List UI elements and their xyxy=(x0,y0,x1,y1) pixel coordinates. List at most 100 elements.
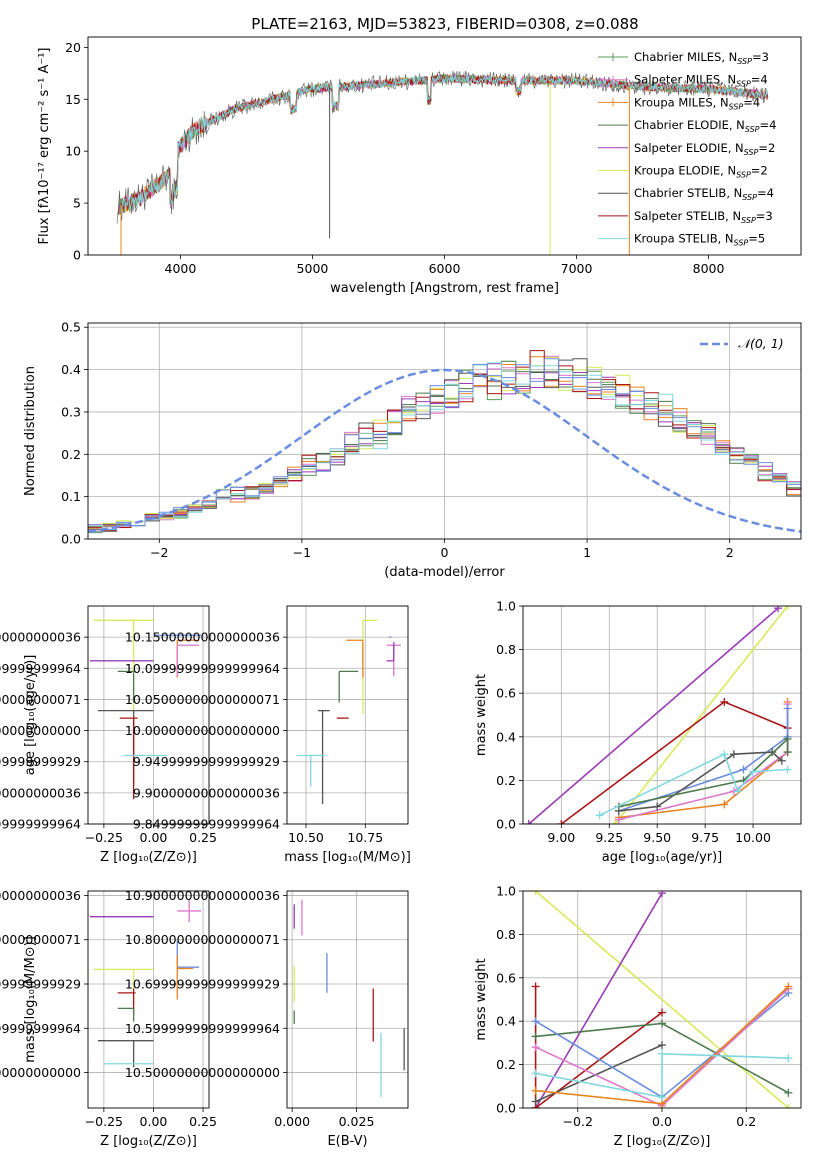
x-axis-label: Z [log₁₀(Z/Z⊙)] xyxy=(100,850,197,865)
legend-label-eq: =4 xyxy=(751,73,768,87)
panel-mass_vs_Z: −0.25 0.00 0.25 10.50000000000000000 10.5999… xyxy=(0,888,217,1149)
figure-title: PLATE=2163, MJD=53823, FIBERID=0308, z=0… xyxy=(251,15,638,33)
legend-label-sub: SSP xyxy=(729,102,744,111)
legend-label-eq: =4 xyxy=(743,95,760,109)
y-tick-label: 10.90000000000000036 xyxy=(125,888,280,903)
axes-frame xyxy=(522,890,802,1109)
legend-label-text: Salpeter MILES, N xyxy=(634,73,736,87)
y-tick-label: 15 xyxy=(65,92,81,107)
legend-label-text: Chabrier MILES, N xyxy=(634,50,737,64)
x-tick-label: 9.50 xyxy=(643,830,671,845)
legend-label-sub: SSP xyxy=(736,171,751,180)
panel-residuals: −2 −1 0 1 2 0.0 0.1 0.2 0.3 0.4 0.5 (data-model)/er… xyxy=(23,320,802,580)
panel-age_vs_Z: −0.25 0.00 0.25 9.84999999999999964 9.900000… xyxy=(0,605,217,865)
plot-area xyxy=(89,619,202,800)
legend-label: Kroupa ELODIE, NSSP=2 xyxy=(634,164,768,180)
x-tick-label: 5000 xyxy=(297,261,329,276)
y-tick-label: 10.69999999999999929 xyxy=(125,977,280,992)
legend-label: Salpeter MILES, NSSP=4 xyxy=(634,73,768,89)
legend-label: Chabrier STELIB, NSSP=4 xyxy=(634,186,774,202)
y-tick-label: 9.84999999999999964 xyxy=(0,817,81,832)
legend-label-text: Kroupa STELIB, N xyxy=(634,232,734,246)
plot-area xyxy=(293,899,405,1097)
x-tick-label: 10.00 xyxy=(735,830,771,845)
x-tick-label: 0.025 xyxy=(339,1114,375,1129)
plot-area xyxy=(524,606,792,824)
x-axis-label: mass [log₁₀(M/M⊙)] xyxy=(284,850,411,865)
y-tick-label: 0.2 xyxy=(496,1057,516,1072)
legend-label-eq: =5 xyxy=(748,232,765,246)
y-tick-label: 1.0 xyxy=(496,599,516,614)
legend-label-eq: =3 xyxy=(756,209,773,223)
axes-frame xyxy=(286,890,409,1109)
legend-label-sub: SSP xyxy=(737,57,752,66)
x-tick-label: 0.000 xyxy=(274,1114,310,1129)
x-tick-label: −0.25 xyxy=(85,830,123,845)
weight-line xyxy=(534,986,663,1108)
y-tick-label: 10.09999999999999964 xyxy=(0,661,81,676)
x-tick-label: 0.00 xyxy=(140,830,168,845)
y-tick-label: 9.90000000000000036 xyxy=(0,785,81,800)
y-tick-label: 9.94999999999999929 xyxy=(133,754,280,769)
legend-label-eq: =4 xyxy=(760,118,777,132)
x-tick-label: 9.25 xyxy=(595,830,623,845)
x-axis-label: age [log₁₀(age/yr)] xyxy=(602,850,723,865)
y-tick-label: 0 xyxy=(73,248,81,263)
legend-label-text: Kroupa ELODIE, N xyxy=(634,164,736,178)
legend-label-sub: SSP xyxy=(741,216,756,225)
legend-label-sub: SSP xyxy=(745,125,760,134)
x-tick-label: 9.75 xyxy=(691,830,719,845)
y-tick-label: 0.0 xyxy=(496,817,516,832)
legend-label-sub: SSP xyxy=(742,193,757,202)
weight-line xyxy=(614,606,789,824)
x-tick-label: −2 xyxy=(150,545,168,560)
y-tick-label: 10.15000000000000036 xyxy=(0,630,81,645)
legend-label: Salpeter STELIB, NSSP=3 xyxy=(634,209,773,225)
y-tick-label: 10.05000000000000071 xyxy=(125,692,280,707)
legend-label-eq: =4 xyxy=(757,186,774,200)
y-tick-label: 9.94999999999999929 xyxy=(0,754,81,769)
x-tick-label: 0 xyxy=(441,545,449,560)
weight-line xyxy=(528,607,779,824)
legend-label-text: Chabrier ELODIE, N xyxy=(634,118,745,132)
y-tick-label: 10.59999999999999964 xyxy=(0,1021,81,1036)
normal-curve xyxy=(88,368,801,533)
x-tick-label: 0.2 xyxy=(736,1114,756,1129)
y-tick-label: 20 xyxy=(65,40,81,55)
y-tick-label: 10 xyxy=(65,144,81,159)
x-tick-label: 0.0 xyxy=(652,1114,672,1129)
y-tick-label: 10.90000000000000036 xyxy=(0,888,81,903)
hist-line-kr-miles xyxy=(88,356,801,530)
y-tick-label: 0.8 xyxy=(496,642,516,657)
axes-frame xyxy=(522,605,802,825)
y-tick-label: 0.0 xyxy=(61,532,81,547)
y-tick-label: 0.8 xyxy=(496,927,516,942)
plot-area xyxy=(88,350,801,534)
x-tick-label: 10.75 xyxy=(347,830,383,845)
legend-label-sub: SSP xyxy=(734,239,749,248)
y-tick-label: 10.80000000000000071 xyxy=(125,932,280,947)
legend-label-eq: =2 xyxy=(758,141,775,155)
y-tick-label: 10.09999999999999964 xyxy=(125,661,280,676)
y-axis-label: age [log₁₀(age/yr)] xyxy=(23,655,38,776)
panel-massweight_vs_Z: −0.2 0.0 0.2 0.0 0.2 0.4 0.6 0.8 1.0 Z [log₁₀(Z/Z… xyxy=(474,884,802,1149)
x-tick-label: −1 xyxy=(293,545,311,560)
legend-label: Chabrier MILES, NSSP=3 xyxy=(634,50,769,66)
weight-line xyxy=(535,891,789,1108)
x-tick-label: 4000 xyxy=(165,261,197,276)
y-axis-label: Normed distribution xyxy=(23,366,38,496)
panel-mass_vs_ebv: 0.000 0.025 10.50000000000000000 10.5999999… xyxy=(125,888,409,1149)
legend-label-text: Chabrier STELIB, N xyxy=(634,186,742,200)
hist-line-extra-blue xyxy=(88,358,801,533)
axes-frame xyxy=(286,605,409,825)
y-tick-label: 0.1 xyxy=(61,489,81,504)
x-axis-label: Z [log₁₀(Z/Z⊙)] xyxy=(614,1134,711,1149)
plot-area xyxy=(296,619,401,805)
y-axis-label: mass [log₁₀(M/M⊙)] xyxy=(23,936,38,1063)
panel-spectrum: 4000 5000 6000 7000 8000 0 5 10 15 20 wavelength [… xyxy=(37,36,802,296)
x-axis-label: Z [log₁₀(Z/Z⊙)] xyxy=(100,1134,197,1149)
y-tick-label: 10.00000000000000000 xyxy=(0,723,81,738)
y-axis-label: Flux [fλ10⁻¹⁷ erg cm⁻² s⁻¹ A⁻¹] xyxy=(37,48,52,245)
legend-label-text: Salpeter STELIB, N xyxy=(634,209,741,223)
y-tick-label: 0.4 xyxy=(496,729,516,744)
